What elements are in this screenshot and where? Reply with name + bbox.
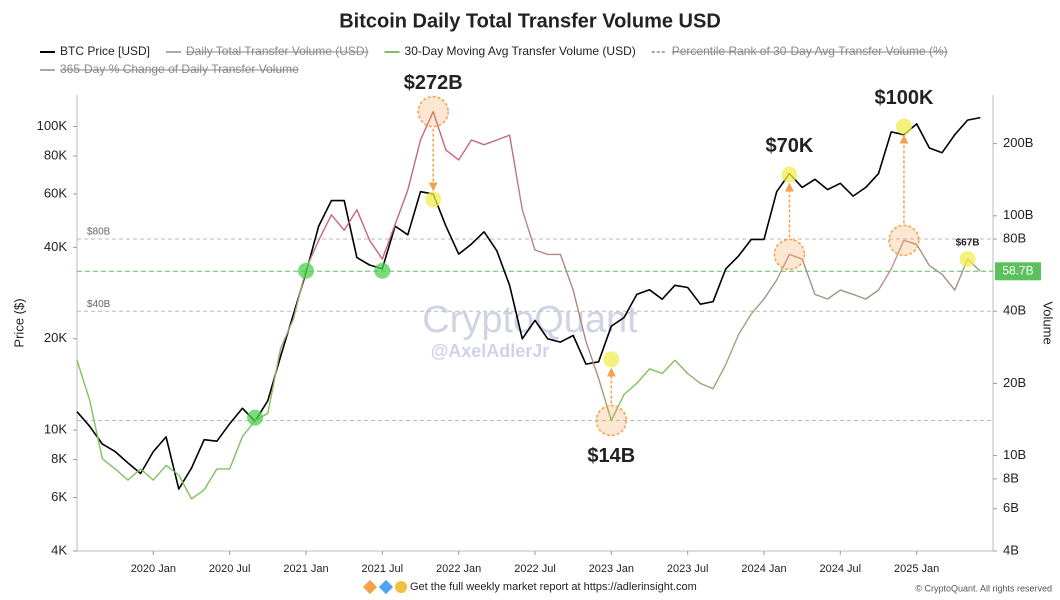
highlight bbox=[773, 238, 806, 271]
x-tick-label: 2021 Jan bbox=[283, 563, 328, 575]
legend-label: 30-Day Moving Avg Transfer Volume (USD) bbox=[405, 44, 636, 58]
highlight bbox=[425, 191, 442, 208]
legend-label: Percentile Rank of 30-Day Avg Transfer V… bbox=[672, 44, 948, 58]
annotation: $70K bbox=[766, 135, 814, 157]
current-label: 58.7B bbox=[1002, 263, 1033, 277]
footer: Get the full weekly market report at htt… bbox=[410, 581, 697, 593]
y-tick-label: 10K bbox=[44, 422, 67, 437]
y-tick-label: 60K bbox=[44, 185, 67, 200]
x-tick-label: 2022 Jan bbox=[436, 563, 481, 575]
legend-label: Daily Total Transfer Volume (USD) bbox=[186, 44, 369, 58]
x-tick-label: 2021 Jul bbox=[362, 563, 404, 575]
watermark: CryptoQuant bbox=[422, 299, 638, 341]
y-tick-label: 40K bbox=[44, 239, 67, 254]
legend-item: 365-Day % Change of Daily Transfer Volum… bbox=[40, 62, 299, 76]
x-tick-label: 2024 Jan bbox=[741, 563, 786, 575]
y2-axis-label: Volume bbox=[1041, 301, 1056, 344]
annotation: $100K bbox=[874, 87, 933, 109]
reference-label: $40B bbox=[87, 299, 111, 310]
y-tick-label: 4K bbox=[51, 542, 67, 557]
highlight bbox=[603, 351, 620, 368]
x-tick-label: 2025 Jan bbox=[894, 563, 939, 575]
highlight bbox=[781, 166, 798, 183]
legend-item: Daily Total Transfer Volume (USD) bbox=[166, 44, 369, 58]
reference-label: $80B bbox=[87, 227, 111, 238]
y2-tick-label: 10B bbox=[1003, 447, 1026, 462]
y2-tick-label: 20B bbox=[1003, 375, 1026, 390]
x-tick-label: 2022 Jul bbox=[514, 563, 556, 575]
annotation: $14B bbox=[587, 445, 635, 467]
highlight bbox=[298, 262, 314, 279]
highlight bbox=[959, 251, 976, 268]
watermark: @AxelAdlerJr bbox=[431, 341, 550, 361]
y-tick-label: 6K bbox=[51, 489, 67, 504]
legend-item: Percentile Rank of 30-Day Avg Transfer V… bbox=[651, 44, 948, 58]
current-label-box bbox=[995, 262, 1041, 281]
legend-item: 30-Day Moving Avg Transfer Volume (USD) bbox=[384, 44, 636, 58]
legend-label: 365-Day % Change of Daily Transfer Volum… bbox=[60, 62, 299, 76]
annotation: $67B bbox=[956, 238, 980, 249]
highlight bbox=[595, 404, 628, 437]
legend-label: BTC Price [USD] bbox=[60, 44, 150, 58]
annotation: $272B bbox=[404, 72, 463, 94]
x-tick-label: 2023 Jul bbox=[667, 563, 709, 575]
highlight bbox=[888, 224, 920, 257]
highlight bbox=[247, 409, 264, 426]
y2-tick-label: 40B bbox=[1003, 303, 1026, 318]
highlight bbox=[895, 118, 912, 135]
series-line bbox=[76, 116, 981, 490]
x-tick-label: 2020 Jul bbox=[209, 563, 251, 575]
y-axis-label: Price ($) bbox=[11, 298, 26, 347]
y-tick-label: 100K bbox=[37, 118, 68, 133]
chart-title: Bitcoin Daily Total Transfer Volume USD bbox=[339, 10, 721, 32]
y2-tick-label: 100B bbox=[1003, 207, 1033, 222]
x-tick-label: 2023 Jan bbox=[589, 563, 634, 575]
credit: © CryptoQuant. All rights reserved bbox=[915, 583, 1052, 593]
highlight bbox=[417, 95, 449, 128]
y2-tick-label: 200B bbox=[1003, 135, 1033, 150]
x-tick-label: 2020 Jan bbox=[131, 563, 176, 575]
footer-icons bbox=[362, 579, 407, 595]
legend-item: BTC Price [USD] bbox=[40, 44, 150, 58]
y-tick-label: 80K bbox=[44, 147, 67, 162]
y2-tick-label: 80B bbox=[1003, 230, 1026, 245]
y2-tick-label: 6B bbox=[1003, 500, 1019, 515]
y2-tick-label: 4B bbox=[1003, 542, 1019, 557]
x-tick-label: 2024 Jul bbox=[820, 563, 862, 575]
y-tick-label: 20K bbox=[44, 330, 67, 345]
y-tick-label: 8K bbox=[51, 451, 67, 466]
series-line bbox=[76, 110, 981, 500]
highlight bbox=[374, 262, 391, 279]
y2-tick-label: 8B bbox=[1003, 470, 1019, 485]
